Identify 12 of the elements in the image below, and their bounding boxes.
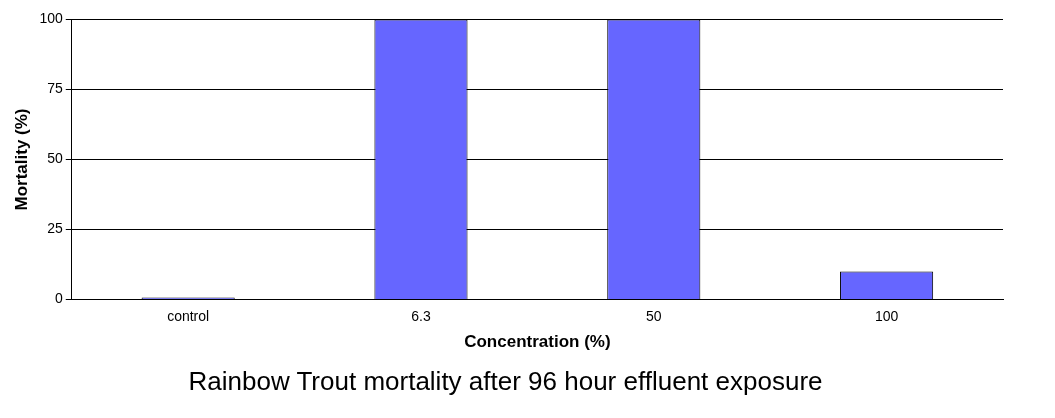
x-axis-title: Concentration (%) <box>464 332 611 352</box>
x-tick-label: 50 <box>646 307 662 324</box>
y-tick-label: 0 <box>54 290 63 307</box>
y-axis-title: Mortality (%) <box>11 108 31 211</box>
x-tick-label: control <box>167 307 210 324</box>
x-tick-label: 6.3 <box>411 307 431 324</box>
y-tick-label: 50 <box>47 150 63 167</box>
y-tick-label: 75 <box>47 80 63 97</box>
x-tick-label: 100 <box>874 307 899 324</box>
y-tick-label: 25 <box>47 220 63 237</box>
text: Rainbow Trout mortality after 96 hour effluent exposure <box>188 365 823 396</box>
y-tick-label: 100 <box>39 10 63 27</box>
